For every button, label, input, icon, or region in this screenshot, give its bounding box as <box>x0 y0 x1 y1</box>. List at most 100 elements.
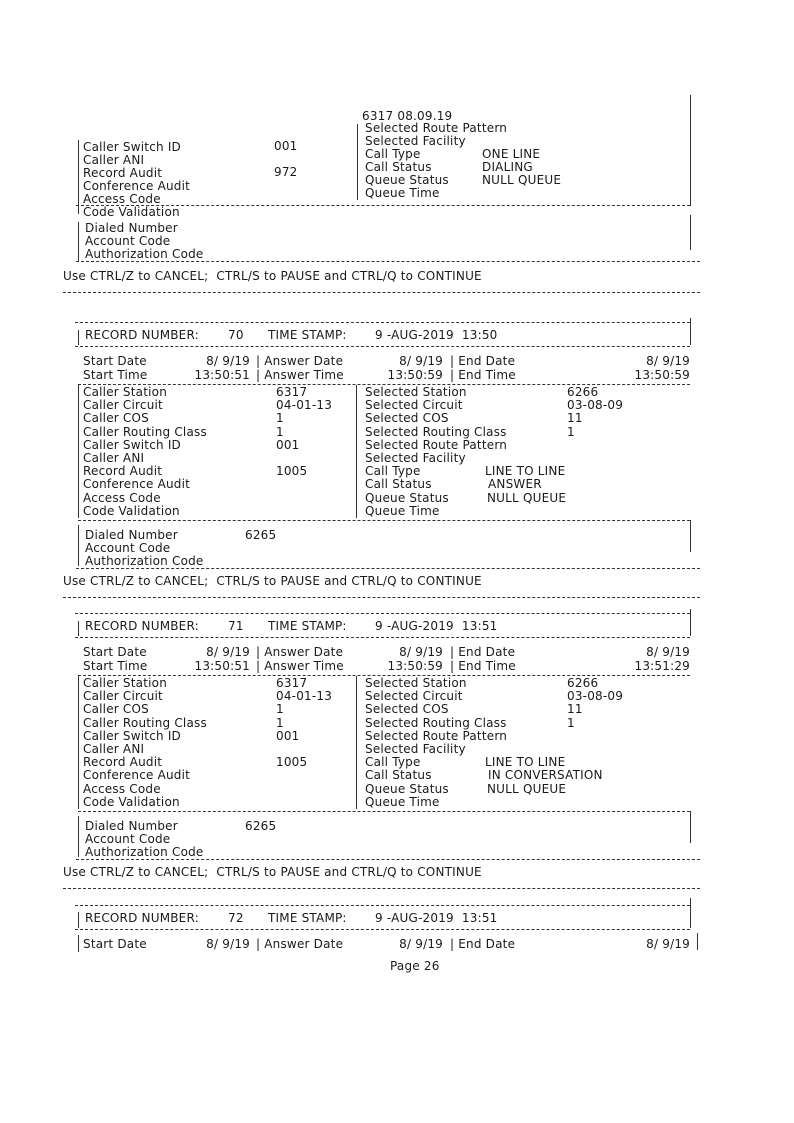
selected-value: 1 <box>567 715 575 730</box>
field-label: Dialed Number <box>85 819 178 833</box>
answer-time-label: | Answer Time <box>256 368 344 382</box>
selected-value: 6266 <box>567 385 599 399</box>
call-type-value: LINE TO LINE <box>485 755 566 770</box>
field-value: NULL QUEUE <box>482 173 562 187</box>
start-time-label: Start Time <box>83 368 148 382</box>
vertical-rule <box>690 318 691 345</box>
field-value: 6317 <box>276 676 308 690</box>
answer-time-value: 13:50:59 <box>387 659 443 673</box>
field-value: 04-01-13 <box>276 398 333 413</box>
field-label: Caller Circuit <box>83 689 163 704</box>
field-label: Call Status <box>365 477 432 492</box>
dashed-divider <box>78 675 690 676</box>
field-label: Queue Time <box>365 503 440 518</box>
dashed-divider <box>75 613 690 614</box>
time-stamp-label: TIME STAMP: <box>268 619 347 633</box>
field-label: Selected Route Pattern <box>365 437 508 452</box>
end-date-value: 8/ 9/19 <box>646 937 690 951</box>
end-date-value: 8/ 9/19 <box>646 354 690 368</box>
vertical-rule <box>690 811 691 843</box>
start-date-value: 8/ 9/19 <box>206 937 250 951</box>
field-label: Authorization Code <box>85 845 204 859</box>
field-label: Access Code <box>83 192 161 206</box>
field-label: Caller ANI <box>83 153 145 167</box>
field-label: Call Status <box>365 768 432 783</box>
time-stamp-value: 9 -AUG-2019 13:51 <box>375 911 498 925</box>
start-time-value: 13:50:51 <box>194 368 250 382</box>
field-value: 1005 <box>276 464 308 479</box>
vertical-rule <box>78 525 79 566</box>
vertical-rule <box>690 609 691 636</box>
answer-date-value: 8/ 9/19 <box>399 354 443 368</box>
field-label: Account Code <box>85 234 171 248</box>
record-number-value: 70 <box>228 328 244 342</box>
dashed-divider <box>75 322 690 323</box>
end-time-label: | End Time <box>450 368 516 382</box>
vertical-rule <box>78 816 79 857</box>
dashed-divider <box>78 520 690 521</box>
field-label: Queue Time <box>365 794 440 809</box>
page-number: Page 26 <box>390 959 440 973</box>
field-label: Queue Time <box>365 186 440 200</box>
field-label: Call Type <box>365 755 421 770</box>
partial-record-header: 6317 08.09.19 <box>362 109 453 123</box>
field-label: Queue Status <box>365 781 449 796</box>
selected-value: 6266 <box>567 676 599 690</box>
vertical-rule <box>356 676 357 809</box>
start-date-value: 8/ 9/19 <box>206 354 250 368</box>
start-date-label: Start Date <box>83 645 147 659</box>
dashed-divider <box>78 384 690 385</box>
selected-value: 03-08-09 <box>567 398 624 413</box>
record-number-label: RECORD NUMBER: <box>85 619 199 633</box>
field-label: Selected Station <box>365 385 467 399</box>
record-number-value: 71 <box>228 619 244 633</box>
start-time-value: 13:50:51 <box>194 659 250 673</box>
end-date-label: | End Date <box>450 354 516 368</box>
end-date-label: | End Date <box>450 937 516 951</box>
field-label: Caller Station <box>83 385 167 399</box>
selected-value: 11 <box>567 702 583 717</box>
field-label: Caller Switch ID <box>83 728 181 743</box>
field-label: Selected Circuit <box>365 689 463 704</box>
call-status-value: IN CONVERSATION <box>488 768 603 783</box>
field-label: Caller Switch ID <box>83 437 181 452</box>
end-date-label: | End Date <box>450 645 516 659</box>
dashed-divider <box>63 888 700 889</box>
answer-date-value: 8/ 9/19 <box>399 645 443 659</box>
vertical-rule <box>78 385 79 518</box>
record-number-value: 72 <box>228 911 244 925</box>
field-label: Conference Audit <box>83 768 191 783</box>
field-label: Queue Status <box>365 490 449 505</box>
dialed-number-value: 6265 <box>245 819 277 833</box>
field-label: Call Status <box>365 160 432 174</box>
start-time-label: Start Time <box>83 659 148 673</box>
field-value: 6317 <box>276 385 308 399</box>
selected-value: 03-08-09 <box>567 689 624 704</box>
field-value: 1 <box>276 702 284 717</box>
dialed-number-value: 6265 <box>245 528 277 542</box>
vertical-rule <box>690 898 691 928</box>
vertical-rule <box>78 621 79 636</box>
vertical-rule <box>357 124 358 200</box>
field-label: Conference Audit <box>83 179 191 193</box>
field-value: 1 <box>276 424 284 439</box>
field-label: Selected Routing Class <box>365 715 507 730</box>
field-label: Access Code <box>83 781 161 796</box>
field-value: 001 <box>276 728 300 743</box>
dashed-divider <box>76 261 700 262</box>
answer-date-label: | Answer Date <box>256 354 344 368</box>
field-label: Selected Route Pattern <box>365 728 508 743</box>
record-number-label: RECORD NUMBER: <box>85 328 199 342</box>
field-value: 1005 <box>276 755 308 770</box>
field-label: Selected Circuit <box>365 398 463 413</box>
time-stamp-value: 9 -AUG-2019 13:51 <box>375 619 498 633</box>
vertical-rule <box>78 935 79 952</box>
field-label: Account Code <box>85 832 171 846</box>
field-label: Account Code <box>85 541 171 555</box>
vertical-rule <box>697 933 698 950</box>
vertical-rule <box>690 95 691 206</box>
field-value: 1 <box>276 715 284 730</box>
field-label: Selected COS <box>365 411 449 426</box>
end-time-value: 13:50:59 <box>634 368 690 382</box>
